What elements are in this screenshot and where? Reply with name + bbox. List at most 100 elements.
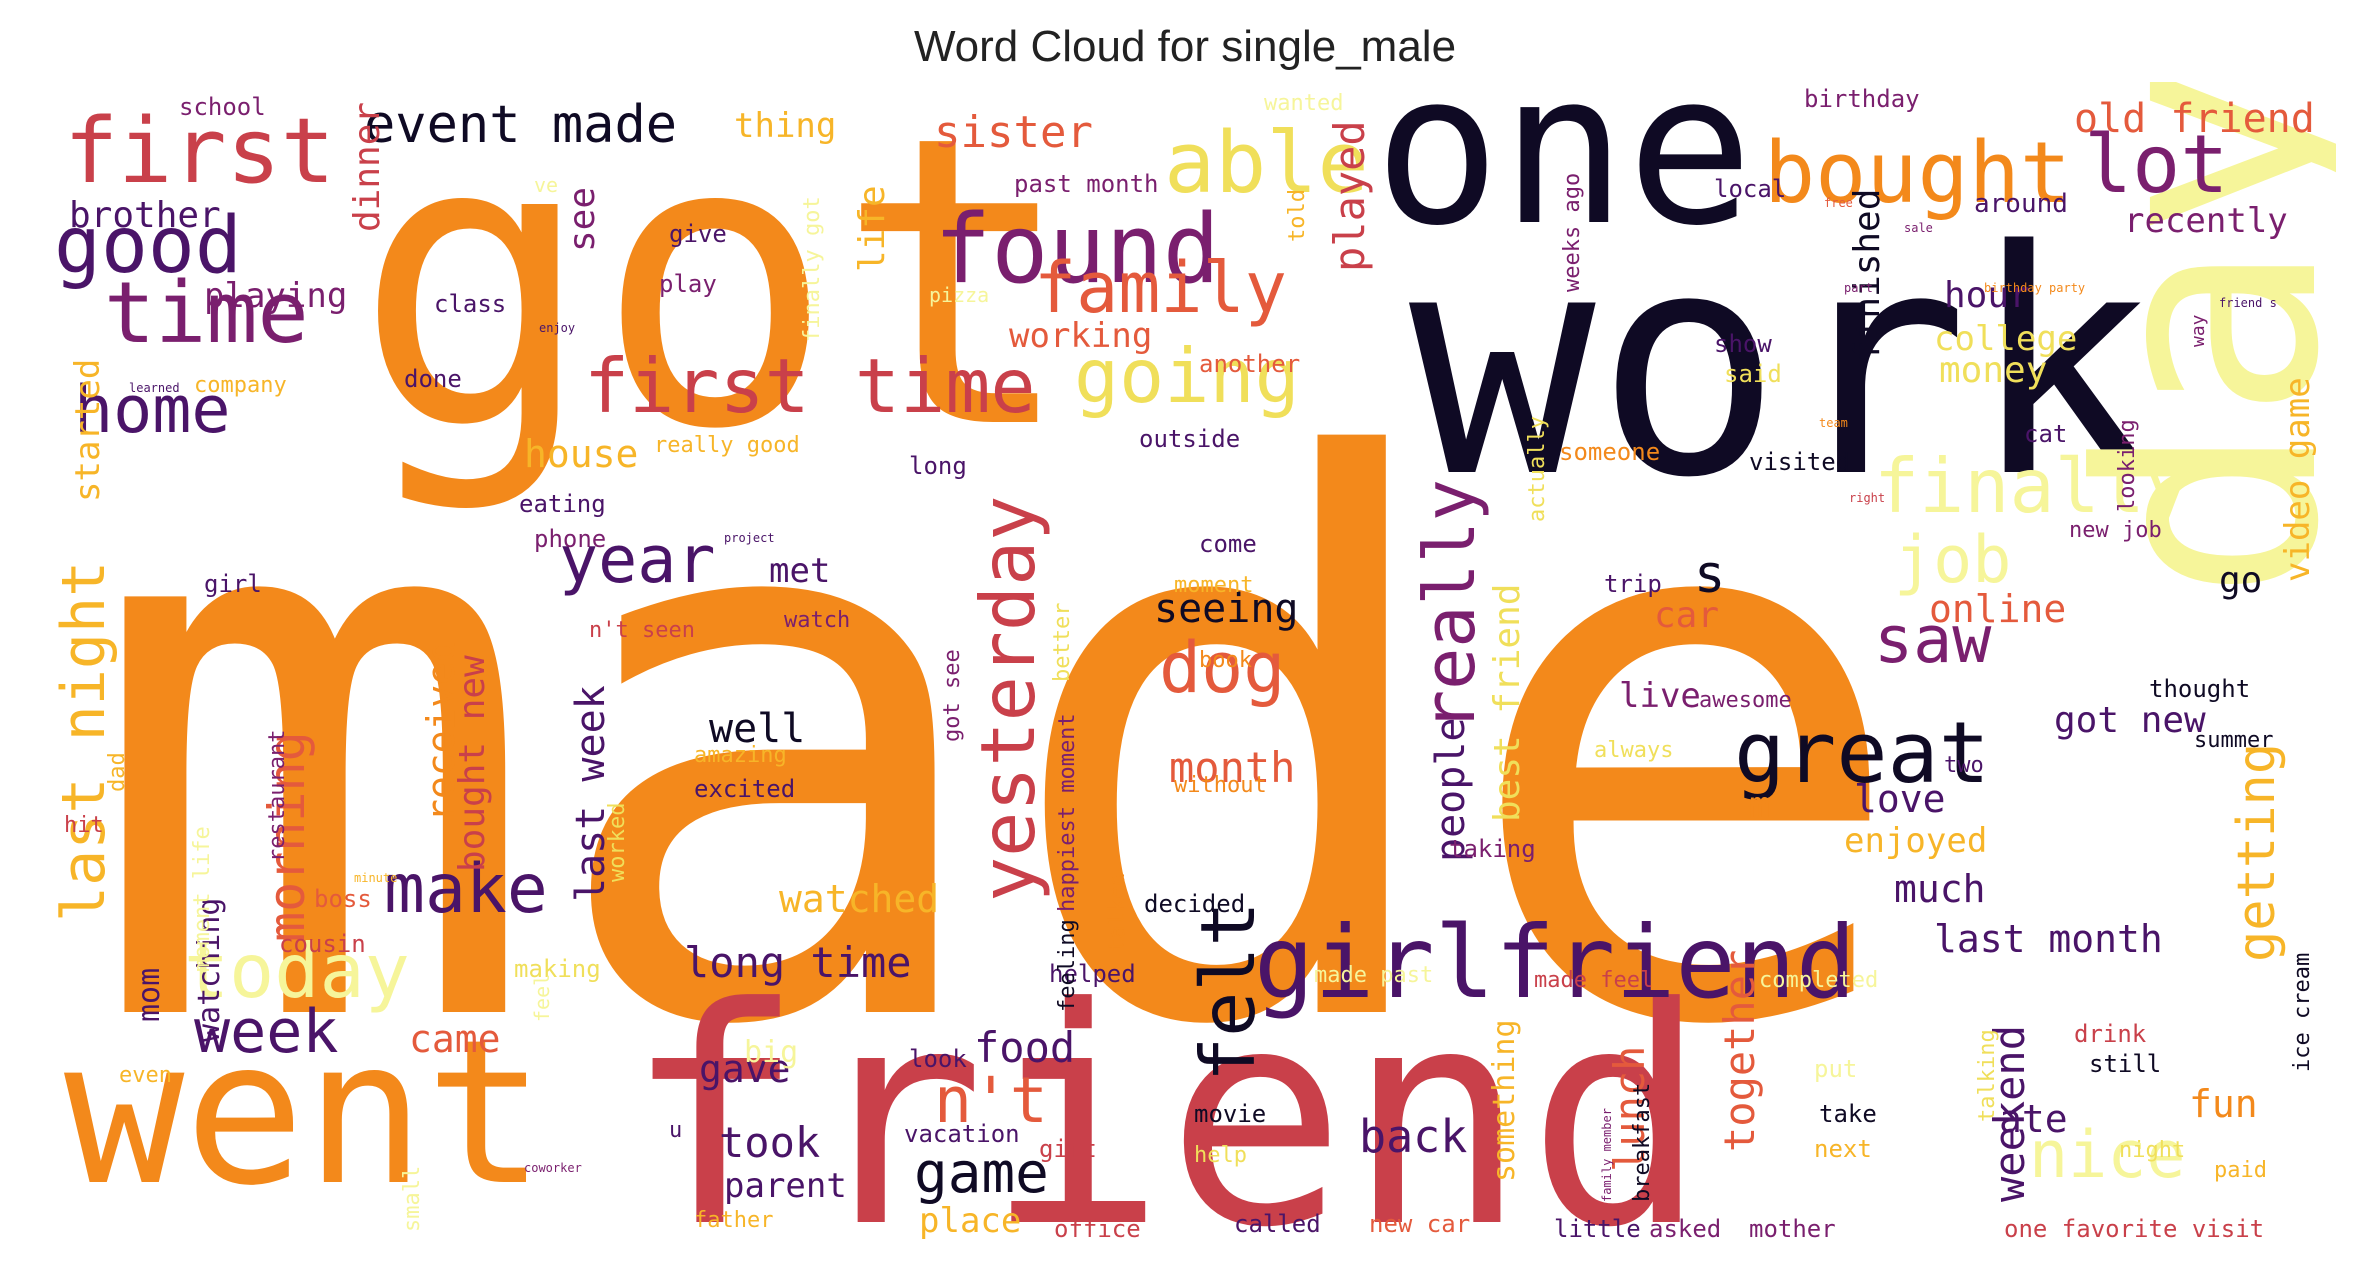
word-great: great xyxy=(1734,704,1990,803)
word-last-month: last month xyxy=(1934,917,2163,961)
word-finally: finally xyxy=(1874,442,2190,530)
word-u: u xyxy=(669,1118,682,1143)
word-watch: watch xyxy=(784,608,850,633)
word-met: met xyxy=(769,551,830,591)
word-girlfriend: girlfriend xyxy=(1254,904,1856,1021)
word-trip: trip xyxy=(1604,570,1662,598)
word-lunch: lunch xyxy=(1605,1046,1654,1172)
word-go: go xyxy=(2219,560,2262,601)
word-love: love xyxy=(1854,777,1946,821)
word-awesome: awesome xyxy=(1699,688,1792,713)
word-took: took xyxy=(719,1118,820,1167)
word-decided: decided xyxy=(1144,890,1245,918)
word-watching: watching xyxy=(192,898,227,1043)
word-restaurant: restaurant xyxy=(265,730,290,862)
word-big: big xyxy=(744,1035,798,1070)
word-thing: thing xyxy=(734,106,836,146)
word-see: see xyxy=(562,187,603,252)
word-parent: parent xyxy=(724,1166,847,1206)
word-found: found xyxy=(934,195,1220,305)
word-enjoyed: enjoyed xyxy=(1844,821,1987,861)
word-ve: ve xyxy=(534,173,558,197)
word-recently: recently xyxy=(2124,201,2288,241)
word-company: company xyxy=(194,373,287,398)
word-able: able xyxy=(1164,114,1369,213)
word-month: month xyxy=(1169,743,1295,792)
word-moment-life: moment life xyxy=(190,826,215,972)
word-called: called xyxy=(1234,1210,1321,1238)
word-event-made: event made xyxy=(364,95,677,155)
word-still: still xyxy=(2089,1050,2161,1078)
word-done: done xyxy=(404,365,462,393)
word-finished: finished xyxy=(1847,189,1888,362)
word-completed: completed xyxy=(1759,968,1878,993)
word-school: school xyxy=(179,93,266,121)
word-dog: dog xyxy=(1159,627,1285,709)
word-life: life xyxy=(852,185,893,272)
word-made-feel: made feel xyxy=(1534,968,1653,993)
word-excited: excited xyxy=(694,775,795,803)
word-little: little xyxy=(1554,1215,1641,1243)
word-eating: eating xyxy=(519,490,606,518)
word-home: home xyxy=(74,373,231,448)
word-look: look xyxy=(909,1045,967,1073)
word-really-good: really good xyxy=(654,433,800,458)
word-feel: feel xyxy=(530,974,554,1022)
word-made: made xyxy=(84,308,1914,1192)
word-lot: lot xyxy=(2084,118,2229,211)
word-getting: getting xyxy=(2227,743,2287,962)
word-got-new: got new xyxy=(2054,700,2206,741)
word-online: online xyxy=(1929,587,2066,631)
word-felt: felt xyxy=(1184,901,1272,1082)
word-help: help xyxy=(1194,1143,1247,1168)
word-always: always xyxy=(1594,738,1673,763)
word-old-friend: old friend xyxy=(2074,96,2315,142)
word-came: came xyxy=(409,1017,501,1061)
word-made-past: made past xyxy=(1314,963,1433,988)
word-boss: boss xyxy=(314,885,372,913)
word-morning: morning xyxy=(258,731,316,942)
word-right: right xyxy=(1849,491,1885,505)
word-new-job: new job xyxy=(2069,518,2162,543)
word-helped: helped xyxy=(1049,960,1136,988)
word-show: show xyxy=(1714,330,1772,358)
word-another: another xyxy=(1199,350,1300,378)
word-without: without xyxy=(1174,773,1267,798)
word-book: book xyxy=(1199,648,1252,673)
word-working: working xyxy=(1009,316,1152,356)
word-weekend: weekend xyxy=(1985,1025,2034,1202)
word-ice-cream: ice cream xyxy=(2290,953,2315,1072)
word-office: office xyxy=(1054,1215,1141,1243)
word-pizza: pizza xyxy=(929,283,989,307)
word-video-game: video game xyxy=(2278,377,2318,582)
word-played: played xyxy=(1325,120,1374,272)
word-amazing: amazing xyxy=(694,743,787,768)
word-people: people xyxy=(1428,718,1474,863)
word-family: family xyxy=(1034,247,1287,329)
word-got-see: got see xyxy=(940,649,965,742)
word-well: well xyxy=(709,706,805,752)
word-time: time xyxy=(104,264,309,363)
word-s: s xyxy=(1694,545,1725,605)
word-good: good xyxy=(54,201,242,291)
word-gift: gift xyxy=(1039,1135,1097,1163)
word-moment: moment xyxy=(1174,573,1253,598)
word-someone: someone xyxy=(1559,438,1660,466)
word-asked: asked xyxy=(1649,1215,1721,1243)
word-sister: sister xyxy=(934,107,1093,158)
word-small: small xyxy=(400,1166,425,1232)
word-part: part xyxy=(1844,281,1873,295)
word-paid: paid xyxy=(2214,1158,2267,1183)
word-happiest-moment: happiest moment xyxy=(1055,713,1080,912)
word-nice: nice xyxy=(2029,1118,2186,1193)
word-car: car xyxy=(1654,595,1719,636)
word-cloud: made got work friend day one went girlfriend fou… xyxy=(34,82,2336,1256)
word-today: today xyxy=(184,927,410,1015)
word-place: place xyxy=(919,1201,1021,1241)
word-mom: mom xyxy=(132,968,167,1022)
word-actually: actually xyxy=(1525,416,1550,522)
word-day: day xyxy=(2036,82,2336,602)
word-movie: movie xyxy=(1194,1100,1266,1128)
word-long-time: long time xyxy=(684,938,912,987)
word-past-month: past month xyxy=(1014,170,1159,198)
